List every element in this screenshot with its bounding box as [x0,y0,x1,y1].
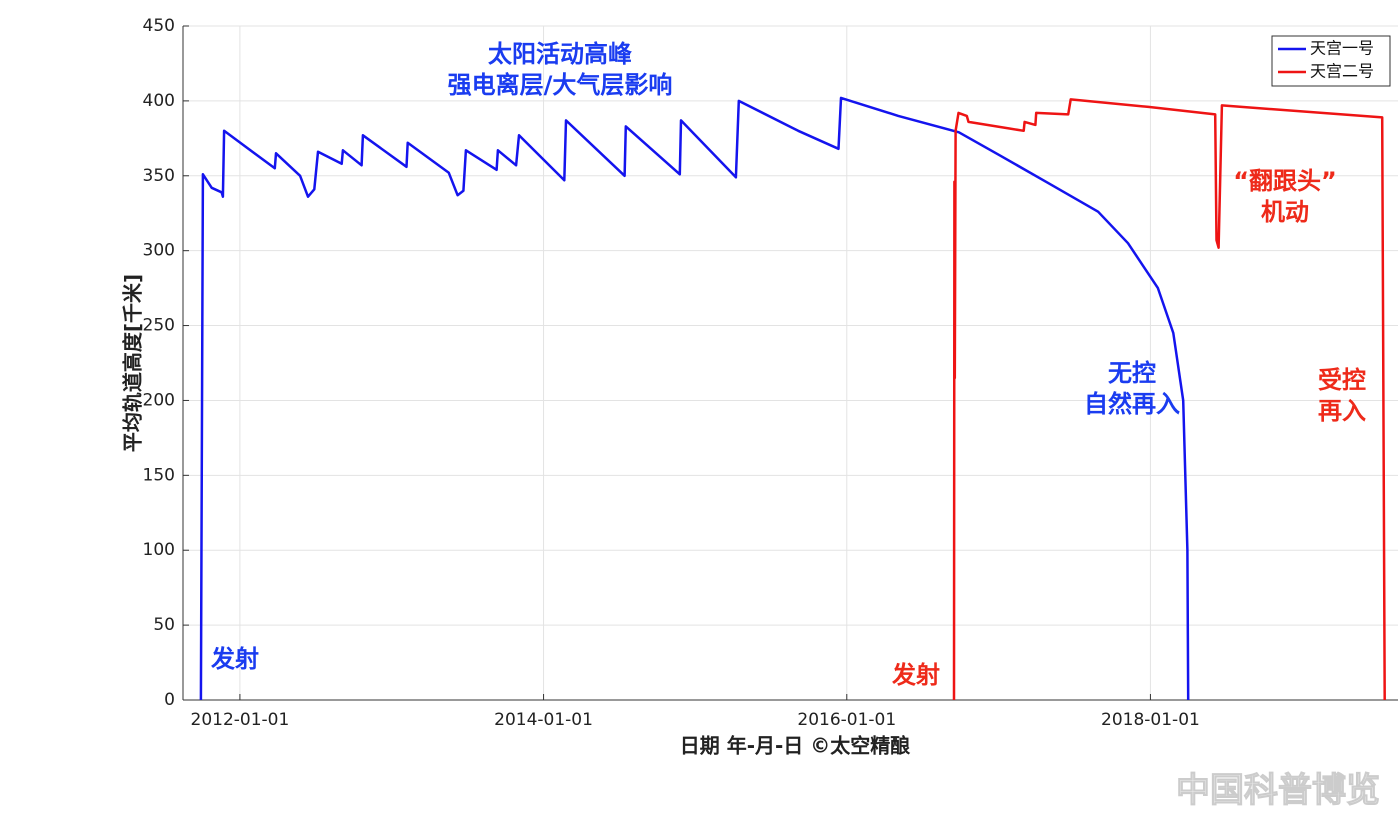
annotation: 再入 [1318,397,1366,425]
legend-box [1271,35,1391,87]
watermark: 中国科普博览 [1176,771,1380,811]
series-line [952,98,1386,701]
x-axis-label: 日期 年-月-日 ©太空精酿 [680,734,911,758]
x-tick-label: 2012-01-01 [191,710,290,730]
y-tick-label: 200 [143,390,175,410]
series-line [199,96,1190,701]
y-tick-label: 300 [143,241,175,261]
annotation: 无控 [1108,359,1156,387]
annotation: 自然再入 [1084,390,1180,418]
annotation: 太阳活动高峰 [488,40,632,68]
y-tick-label: 100 [143,540,175,560]
legend-label: 天宫一号 [1310,39,1374,58]
legend-label: 天宫二号 [1310,62,1374,81]
y-tick-label: 450 [143,16,175,36]
annotation: 机动 [1261,198,1309,226]
annotation: 发射 [891,661,940,689]
y-tick-label: 250 [143,316,175,336]
annotation: 强电离层/大气层影响 [448,71,673,99]
y-tick-label: 400 [143,91,175,111]
y-axis-label: 平均轨道高度[千米] [121,274,145,452]
x-tick-label: 2016-01-01 [797,710,896,730]
annotation: “翻跟头” [1233,167,1337,195]
annotation: 受控 [1318,366,1366,394]
y-tick-label: 0 [164,690,175,710]
y-tick-label: 50 [153,615,175,635]
x-tick-label: 2014-01-01 [494,710,593,730]
y-tick-label: 150 [143,465,175,485]
y-tick-label: 350 [143,166,175,186]
x-tick-label: 2018-01-01 [1101,710,1200,730]
annotation: 发射 [210,645,259,673]
